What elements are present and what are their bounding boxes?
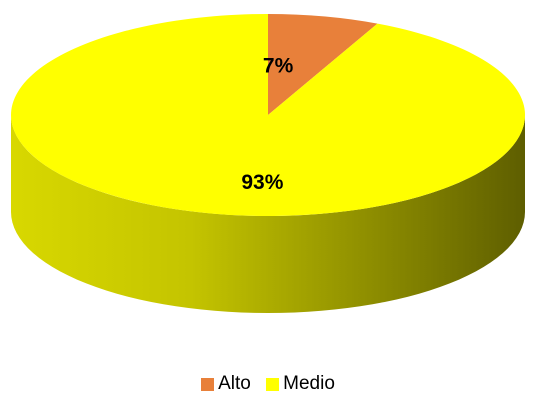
legend-label-alto: Alto bbox=[218, 373, 251, 394]
legend-label-medio: Medio bbox=[283, 373, 335, 394]
pie-slices bbox=[11, 14, 526, 216]
pie-data-labels: 7% 93% bbox=[241, 55, 293, 194]
legend: Alto Medio bbox=[0, 373, 536, 397]
data-label-medio: 93% bbox=[241, 171, 283, 194]
legend-swatch-medio bbox=[266, 377, 280, 391]
data-label-alto: 7% bbox=[263, 55, 294, 78]
slice-alto bbox=[268, 14, 378, 115]
legend-item-medio: Medio bbox=[266, 373, 335, 395]
slice-medio bbox=[11, 14, 526, 216]
slice-side-medio bbox=[11, 115, 525, 313]
legend-swatch-alto bbox=[201, 377, 215, 391]
pie-side-walls bbox=[11, 115, 525, 313]
legend-item-alto: Alto bbox=[201, 373, 251, 395]
